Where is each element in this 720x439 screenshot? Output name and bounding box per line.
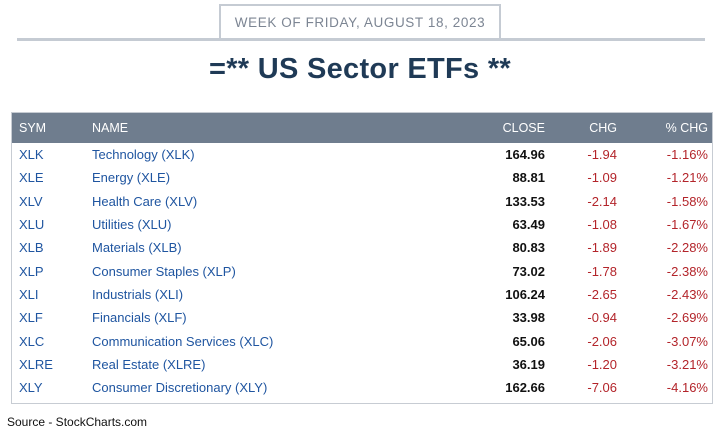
- table-row: XLU Utilities (XLU) 63.49 -1.08 -1.67%: [12, 213, 712, 236]
- cell-pct-chg: -1.58%: [666, 193, 708, 209]
- cell-close: 162.66: [505, 380, 545, 396]
- cell-pct-chg: -1.67%: [666, 217, 708, 233]
- cell-sym[interactable]: XLP: [19, 263, 44, 279]
- cell-chg: -2.14: [587, 193, 617, 209]
- cell-chg: -1.09: [587, 170, 617, 186]
- cell-chg: -1.89: [587, 240, 617, 256]
- cell-chg: -1.08: [587, 217, 617, 233]
- table-body: XLK Technology (XLK) 164.96 -1.94 -1.16% XLE E…: [12, 143, 712, 399]
- col-header-sym[interactable]: SYM: [19, 121, 47, 135]
- col-header-name[interactable]: NAME: [92, 121, 129, 135]
- cell-name[interactable]: Financials (XLF): [92, 310, 187, 326]
- table-row: XLV Health Care (XLV) 133.53 -2.14 -1.58%: [12, 190, 712, 213]
- cell-close: 36.19: [512, 356, 545, 372]
- week-label: WEEK OF FRIDAY, AUGUST 18, 2023: [219, 4, 501, 38]
- col-header-pct-chg[interactable]: % CHG: [665, 121, 708, 135]
- cell-sym[interactable]: XLB: [19, 240, 44, 256]
- cell-sym[interactable]: XLRE: [19, 356, 53, 372]
- cell-name[interactable]: Consumer Staples (XLP): [92, 263, 236, 279]
- cell-close: 106.24: [505, 286, 545, 302]
- header-rule: [17, 38, 705, 41]
- table-row: XLY Consumer Discretionary (XLY) 162.66 -7.…: [12, 376, 712, 399]
- cell-chg: -2.06: [587, 333, 617, 349]
- cell-pct-chg: -1.21%: [666, 170, 708, 186]
- cell-pct-chg: -2.28%: [666, 240, 708, 256]
- cell-sym[interactable]: XLV: [19, 193, 43, 209]
- cell-pct-chg: -4.16%: [666, 380, 708, 396]
- cell-pct-chg: -1.16%: [666, 147, 708, 163]
- cell-close: 63.49: [512, 217, 545, 233]
- cell-close: 88.81: [512, 170, 545, 186]
- table-row: XLI Industrials (XLI) 106.24 -2.65 -2.43%: [12, 283, 712, 306]
- cell-chg: -0.94: [587, 310, 617, 326]
- cell-sym[interactable]: XLE: [19, 170, 44, 186]
- cell-sym[interactable]: XLI: [19, 286, 39, 302]
- cell-pct-chg: -2.69%: [666, 310, 708, 326]
- cell-name[interactable]: Health Care (XLV): [92, 193, 198, 209]
- cell-close: 164.96: [505, 147, 545, 163]
- table-row: XLRE Real Estate (XLRE) 36.19 -1.20 -3.21%: [12, 353, 712, 376]
- cell-chg: -1.78: [587, 263, 617, 279]
- table-row: XLK Technology (XLK) 164.96 -1.94 -1.16%: [12, 143, 712, 166]
- table-row: XLE Energy (XLE) 88.81 -1.09 -1.21%: [12, 166, 712, 189]
- cell-chg: -1.20: [587, 356, 617, 372]
- cell-name[interactable]: Real Estate (XLRE): [92, 356, 206, 372]
- table-row: XLC Communication Services (XLC) 65.06 -2.0…: [12, 329, 712, 352]
- col-header-close[interactable]: CLOSE: [502, 121, 545, 135]
- cell-name[interactable]: Materials (XLB): [92, 240, 182, 256]
- cell-name[interactable]: Communication Services (XLC): [92, 333, 274, 349]
- col-header-chg[interactable]: CHG: [589, 121, 617, 135]
- cell-name[interactable]: Industrials (XLI): [92, 286, 184, 302]
- cell-close: 33.98: [512, 310, 545, 326]
- cell-pct-chg: -3.07%: [666, 333, 708, 349]
- cell-chg: -2.65: [587, 286, 617, 302]
- cell-sym[interactable]: XLF: [19, 310, 43, 326]
- cell-name[interactable]: Consumer Discretionary (XLY): [92, 380, 268, 396]
- cell-close: 65.06: [512, 333, 545, 349]
- cell-close: 73.02: [512, 263, 545, 279]
- cell-close: 80.83: [512, 240, 545, 256]
- cell-sym[interactable]: XLK: [19, 147, 44, 163]
- source-note: Source - StockCharts.com: [7, 415, 148, 429]
- table-row: XLF Financials (XLF) 33.98 -0.94 -2.69%: [12, 306, 712, 329]
- etf-table: SYM NAME CLOSE CHG % CHG XLK Technology (…: [11, 112, 713, 404]
- cell-chg: -7.06: [587, 380, 617, 396]
- cell-name[interactable]: Energy (XLE): [92, 170, 171, 186]
- table-row: XLP Consumer Staples (XLP) 73.02 -1.78 -2.38…: [12, 259, 712, 282]
- cell-sym[interactable]: XLU: [19, 217, 45, 233]
- page-title: =** US Sector ETFs **: [208, 53, 512, 85]
- cell-name[interactable]: Utilities (XLU): [92, 217, 172, 233]
- cell-sym[interactable]: XLC: [19, 333, 45, 349]
- cell-pct-chg: -3.21%: [666, 356, 708, 372]
- cell-chg: -1.94: [587, 147, 617, 163]
- cell-name[interactable]: Technology (XLK): [92, 147, 195, 163]
- cell-sym[interactable]: XLY: [19, 380, 43, 396]
- table-header: SYM NAME CLOSE CHG % CHG: [12, 113, 712, 143]
- cell-pct-chg: -2.43%: [666, 286, 708, 302]
- cell-pct-chg: -2.38%: [666, 263, 708, 279]
- cell-close: 133.53: [505, 193, 545, 209]
- table-row: XLB Materials (XLB) 80.83 -1.89 -2.28%: [12, 236, 712, 259]
